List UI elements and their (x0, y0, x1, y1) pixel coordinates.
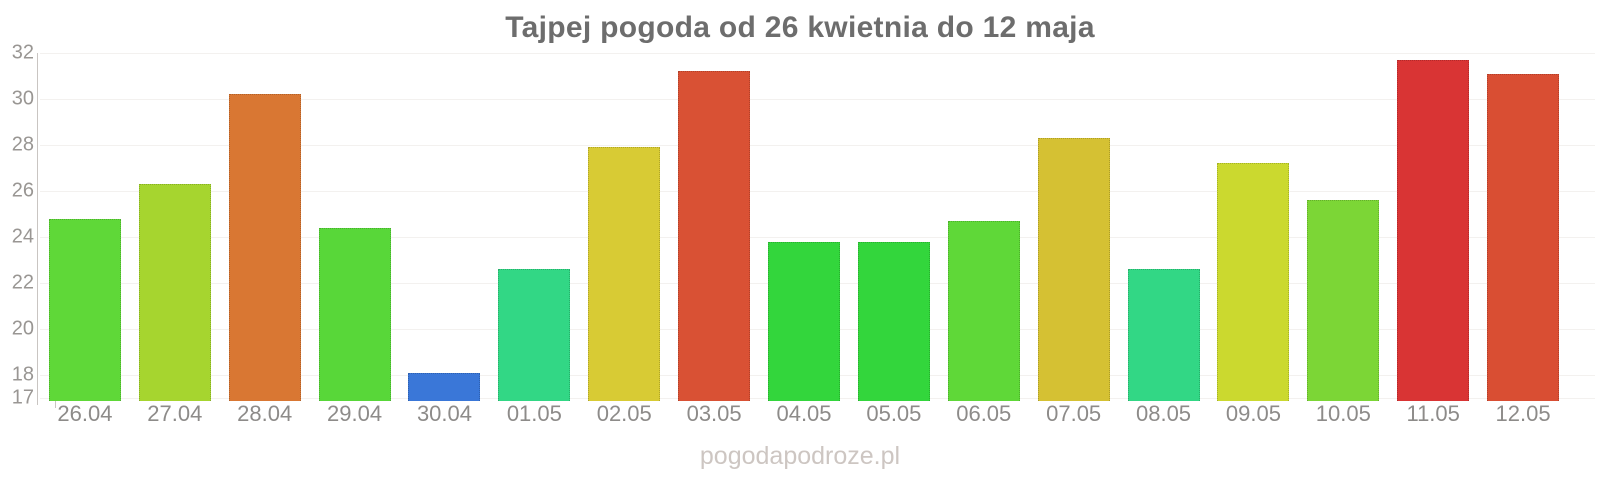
y-axis-label-20: 20 (11, 317, 34, 340)
bar-05.05[interactable] (857, 241, 930, 401)
x-axis-label-09.05: 09.05 (1225, 401, 1281, 426)
plot-area (40, 53, 1595, 401)
bar-12.05[interactable] (1487, 73, 1560, 401)
y-axis-label-30: 30 (11, 87, 34, 110)
gridline-30 (40, 99, 1595, 100)
y-axis-label-22: 22 (11, 271, 34, 294)
bar-27.04[interactable] (138, 184, 211, 401)
watermark: pogodapodroze.pl (699, 442, 901, 470)
y-axis: 17 18 20 22 24 26 28 30 32 (0, 42, 34, 409)
x-axis: 26.04 27.04 28.04 29.04 30.04 01.05 02.05 03.05… (40, 401, 1568, 429)
bar-26.04[interactable] (48, 218, 121, 401)
bar-06.05[interactable] (947, 220, 1020, 401)
gridline-28 (40, 145, 1595, 146)
x-axis-label-27.04: 27.04 (147, 401, 203, 426)
bar-03.05[interactable] (678, 71, 751, 401)
bar-29.04[interactable] (318, 227, 391, 401)
x-axis-label-11.05: 11.05 (1406, 401, 1460, 426)
gridline-26 (40, 191, 1595, 192)
x-axis-label-01.05: 01.05 (506, 401, 562, 426)
x-axis-label-05.05: 05.05 (866, 401, 922, 426)
bar-09.05[interactable] (1217, 163, 1290, 401)
bar-10.05[interactable] (1307, 200, 1380, 401)
bars-layer (40, 53, 1568, 401)
bar-01.05[interactable] (498, 269, 571, 401)
x-axis-label-07.05: 07.05 (1046, 401, 1102, 426)
y-axis-label-24: 24 (11, 225, 34, 248)
x-axis-label-26.04: 26.04 (57, 401, 113, 426)
x-axis-label-02.05: 02.05 (596, 401, 652, 426)
bar-02.05[interactable] (588, 147, 661, 401)
y-axis-label-32: 32 (11, 41, 34, 64)
y-axis-label-28: 28 (11, 133, 34, 156)
bar-08.05[interactable] (1127, 269, 1200, 401)
x-axis-label-08.05: 08.05 (1135, 401, 1192, 426)
x-axis-label-12.05: 12.05 (1495, 401, 1551, 426)
bar-28.04[interactable] (228, 94, 301, 401)
chart-title: Tajpej pogoda od 26 kwietnia do 12 maja (505, 11, 1095, 44)
bar-30.04[interactable] (408, 372, 481, 401)
x-axis-tick (55, 398, 56, 408)
y-axis-label-26: 26 (11, 179, 34, 202)
y-axis-line (37, 53, 38, 405)
y-axis-label-18: 18 (11, 363, 34, 386)
x-axis-label-28.04: 28.04 (237, 401, 293, 426)
gridline-24 (40, 237, 1595, 238)
x-axis-label-04.05: 04.05 (776, 401, 832, 426)
x-axis-label-29.04: 29.04 (327, 401, 383, 426)
x-axis-label-30.04: 30.04 (416, 401, 472, 426)
bar-07.05[interactable] (1037, 138, 1110, 401)
x-axis-label-06.05: 06.05 (956, 401, 1012, 426)
x-axis-label-10.05: 10.05 (1315, 401, 1371, 426)
gridline-32 (40, 53, 1595, 54)
bar-04.05[interactable] (768, 241, 840, 401)
y-axis-label-17: 17 (11, 386, 34, 409)
bar-11.05[interactable] (1397, 59, 1470, 401)
x-axis-label-03.05: 03.05 (686, 401, 742, 426)
